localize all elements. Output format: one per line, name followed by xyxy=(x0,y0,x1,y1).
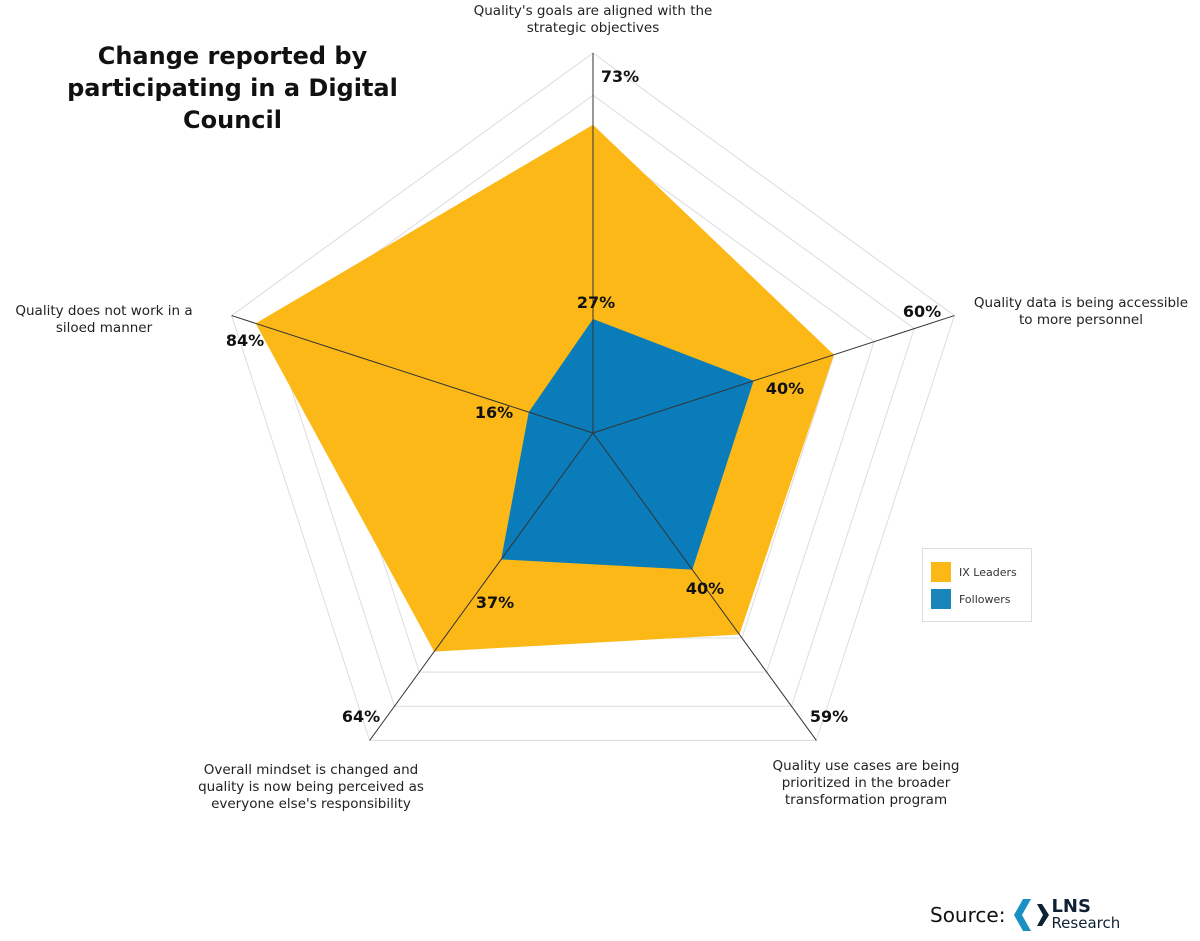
category-label-use-cases: Quality use cases are being prioritized … xyxy=(772,758,960,808)
data-label: 64% xyxy=(342,707,380,726)
series-area-followers xyxy=(501,319,754,570)
data-label: 40% xyxy=(766,379,804,398)
data-label: 73% xyxy=(601,67,639,86)
category-label-goals: Quality's goals are aligned with the str… xyxy=(473,3,713,36)
axis-line-1 xyxy=(592,315,955,434)
axis-line-2 xyxy=(592,432,817,741)
source: Source: LNS Research xyxy=(930,898,1120,932)
data-label: 37% xyxy=(476,593,514,612)
gridline-90 xyxy=(231,52,955,741)
logo-name: LNS xyxy=(1051,896,1091,917)
lns-logo-icon xyxy=(1014,899,1050,931)
lns-logo-text: LNS Research xyxy=(1051,898,1120,932)
legend-swatch-followers xyxy=(931,589,951,609)
category-label-siloed: Quality does not work in a siloed manner xyxy=(15,303,193,336)
data-label: 60% xyxy=(903,302,941,321)
logo-sub: Research xyxy=(1051,914,1121,932)
legend-label: Followers xyxy=(959,592,1011,606)
axis-line-3 xyxy=(369,432,594,741)
axis-line-4 xyxy=(231,315,594,434)
category-label-mindset: Overall mindset is changed and quality i… xyxy=(198,762,424,812)
legend-swatch-ix-leaders xyxy=(931,562,951,582)
data-label: 16% xyxy=(475,403,513,422)
data-label: 27% xyxy=(577,293,615,312)
source-label: Source: xyxy=(930,903,1006,927)
chart-title: Change reported by participating in a Di… xyxy=(67,42,398,134)
data-label: 59% xyxy=(810,707,848,726)
legend-label: IX Leaders xyxy=(959,565,1017,579)
legend: IX Leaders Followers xyxy=(922,548,1032,622)
data-label: 84% xyxy=(226,331,264,350)
category-label-data-access: Quality data is being accessible to more… xyxy=(973,295,1189,328)
legend-item-ix-leaders: IX Leaders xyxy=(931,562,1017,582)
legend-item-followers: Followers xyxy=(931,589,1011,609)
data-label: 40% xyxy=(686,579,724,598)
